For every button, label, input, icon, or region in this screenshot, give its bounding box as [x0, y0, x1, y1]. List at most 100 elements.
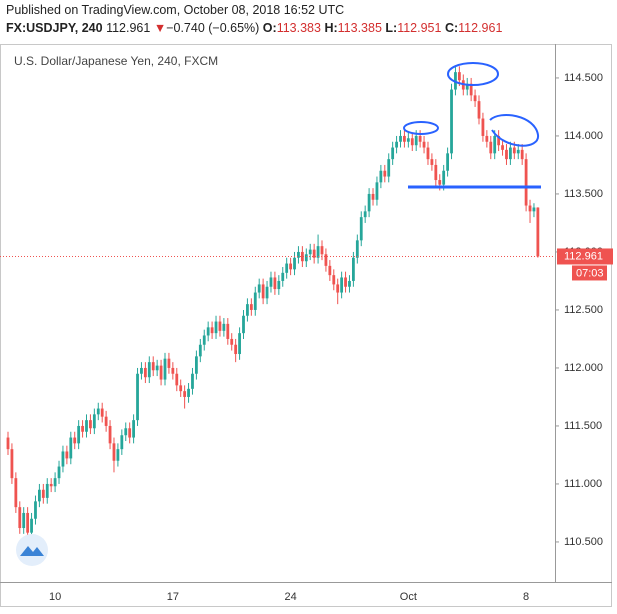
candle-body	[383, 170, 387, 177]
candle-body	[183, 391, 187, 397]
y-tick-label: 110.500	[564, 536, 603, 548]
candle-body	[155, 365, 159, 371]
candle-body	[257, 284, 261, 293]
candle-body	[532, 207, 536, 212]
candle-body	[316, 246, 320, 258]
candle-body	[308, 249, 312, 255]
candle-body	[77, 425, 81, 444]
arrow: ▼	[153, 21, 167, 35]
candle-body	[120, 435, 124, 450]
candle-body	[238, 333, 241, 355]
y-tick-label: 114.000	[564, 130, 603, 142]
candle-body	[143, 367, 147, 378]
candle-body	[92, 414, 96, 429]
change: −0.740 (−0.65%)	[166, 21, 260, 35]
candle-body	[65, 451, 69, 459]
candle-body	[391, 147, 395, 160]
candle-body	[53, 478, 57, 487]
o-value: 113.383	[276, 21, 321, 35]
candle-body	[163, 358, 167, 380]
candle-body	[300, 251, 304, 262]
candle-body	[191, 373, 194, 389]
candle-body	[124, 428, 128, 436]
candle-body	[285, 263, 289, 273]
candle-body	[477, 101, 481, 119]
candle-body	[26, 512, 30, 533]
head-circle	[447, 62, 499, 86]
candle-body	[516, 149, 520, 154]
candle-body	[304, 254, 308, 262]
candle-body	[151, 362, 155, 371]
candle-body	[34, 501, 37, 519]
candle-body	[324, 254, 328, 266]
x-tick-label: 17	[167, 591, 179, 603]
candle-body	[473, 95, 477, 102]
candle-body	[230, 338, 234, 345]
candle-body	[112, 443, 116, 461]
candle-body	[359, 217, 363, 241]
candle-body	[457, 72, 461, 81]
candle-body	[509, 147, 512, 160]
candle-body	[108, 425, 112, 444]
candle-body	[293, 257, 296, 270]
candle-body	[57, 466, 61, 479]
chart-title: U.S. Dollar/Japanese Yen, 240, FXCM	[14, 54, 218, 68]
candle-body	[273, 277, 277, 290]
candle-body	[6, 437, 10, 450]
candle-body	[218, 321, 222, 331]
candle-body	[505, 149, 508, 160]
candle-body	[171, 367, 175, 374]
candle-body	[38, 489, 41, 502]
candle-body	[446, 153, 449, 171]
candle-body	[403, 135, 406, 142]
l-value: 112.951	[397, 21, 442, 35]
candle-body	[450, 89, 453, 154]
candle-body	[465, 83, 469, 90]
x-tick-label: 10	[49, 591, 61, 603]
candle-body	[442, 170, 446, 185]
candle-body	[210, 327, 214, 334]
candle-body	[246, 304, 249, 316]
candle-body	[73, 437, 77, 444]
candle-body	[524, 159, 528, 206]
x-tick-label: Oct	[400, 591, 417, 603]
candle-body	[187, 388, 190, 397]
candle-body	[104, 416, 108, 426]
candle-body	[399, 135, 402, 142]
candle-body	[234, 344, 238, 355]
candle-body	[395, 141, 398, 148]
x-tick-label: 8	[523, 591, 529, 603]
candle-body	[198, 344, 202, 357]
candle-body	[312, 249, 316, 258]
candle-body	[363, 211, 367, 218]
candle-body	[336, 284, 340, 293]
candle-body	[222, 323, 226, 331]
candle-body	[355, 240, 359, 258]
y-tick-label: 111.500	[564, 420, 602, 432]
annotations	[403, 62, 541, 189]
candle-body	[512, 147, 516, 154]
candle-body	[297, 251, 300, 258]
candle-body	[410, 138, 414, 146]
candle-body	[69, 437, 73, 459]
l-label: L:	[385, 21, 398, 35]
candle-body	[206, 327, 210, 336]
candle-body	[249, 304, 253, 310]
candle-body	[367, 193, 371, 212]
candle-body	[30, 518, 33, 533]
candle-body	[348, 280, 351, 287]
candle-body	[434, 164, 438, 181]
candle-body	[61, 451, 65, 467]
candle-body	[10, 449, 14, 479]
chart-frame	[0, 44, 612, 607]
candle-body	[497, 135, 501, 146]
candle-body	[100, 408, 104, 417]
candle-body	[430, 159, 434, 165]
candle-body	[418, 135, 422, 142]
candle-body	[269, 277, 273, 287]
h-value: 113.385	[337, 21, 382, 35]
candle-body	[136, 373, 139, 421]
candle-body	[387, 159, 391, 177]
